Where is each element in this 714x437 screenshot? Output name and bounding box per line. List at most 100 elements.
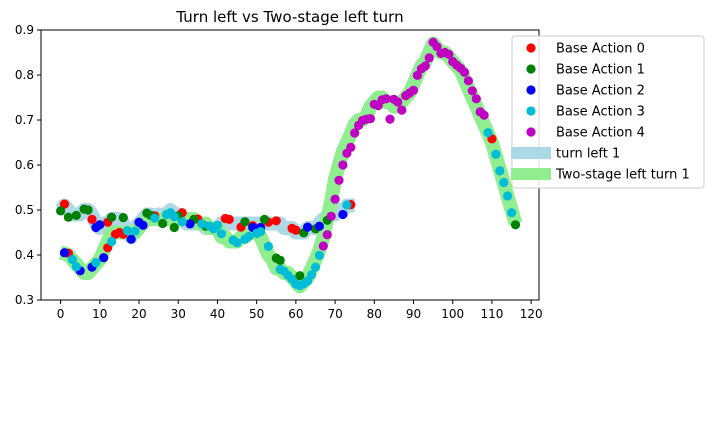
point-base-action-4	[424, 53, 434, 63]
point-base-action-1	[510, 220, 521, 230]
point-base-action-4	[408, 85, 419, 95]
point-base-action-1	[63, 212, 73, 222]
point-base-action-4	[397, 105, 407, 115]
legend-label: Base Action 2	[556, 84, 645, 99]
point-base-action-2	[185, 219, 195, 229]
point-base-action-2	[303, 222, 313, 232]
y-tick-label: 0.8	[15, 68, 34, 82]
point-base-action-4	[463, 76, 473, 86]
point-base-action-4	[467, 86, 477, 96]
legend-swatch-turn-left	[511, 147, 551, 159]
point-base-action-1	[83, 205, 93, 215]
point-base-action-1	[240, 217, 250, 227]
x-tick-label: 30	[171, 307, 186, 321]
point-base-action-4	[432, 42, 442, 52]
point-base-action-1	[259, 214, 270, 224]
point-base-action-3	[263, 241, 273, 251]
point-base-action-3	[483, 128, 493, 138]
point-base-action-4	[318, 241, 328, 251]
legend-label: Base Action 0	[556, 42, 645, 57]
legend-label: turn left 1	[556, 147, 620, 162]
point-base-action-4	[412, 70, 422, 80]
point-base-action-3	[256, 227, 266, 237]
point-base-action-3	[232, 238, 242, 248]
point-base-action-1	[56, 206, 66, 216]
point-base-action-1	[71, 210, 81, 220]
point-base-action-0	[271, 216, 281, 226]
point-base-action-4	[322, 230, 332, 240]
point-base-action-4	[420, 61, 430, 71]
point-base-action-0	[59, 199, 70, 209]
legend: Base Action 0 Base Action 1 Base Action 2 B…	[511, 35, 705, 189]
point-base-action-4	[350, 128, 360, 138]
legend-label: Base Action 1	[556, 63, 645, 78]
point-base-action-4	[385, 114, 395, 124]
legend-box	[511, 35, 705, 189]
point-base-action-2	[95, 220, 105, 230]
x-tick-label: 40	[210, 307, 225, 321]
x-tick-label: 110	[480, 307, 503, 321]
point-base-action-3	[107, 236, 117, 247]
point-base-action-4	[330, 194, 340, 204]
legend-label: Base Action 3	[556, 105, 645, 120]
point-base-action-4	[444, 49, 454, 59]
legend-label: Two-stage left turn 1	[555, 168, 690, 183]
point-base-action-4	[459, 67, 470, 77]
x-tick-label: 80	[367, 307, 382, 321]
point-base-action-4	[326, 211, 336, 221]
chart-title: Turn left vs Two-stage left turn	[175, 8, 403, 26]
point-base-action-2	[138, 220, 148, 230]
x-tick-label: 50	[249, 307, 264, 321]
point-base-action-3	[122, 226, 132, 236]
point-base-action-4	[334, 175, 344, 185]
point-base-action-3	[503, 191, 513, 201]
point-base-action-3	[212, 220, 223, 230]
legend-label: Base Action 4	[556, 126, 645, 141]
point-base-action-2	[314, 221, 324, 231]
point-base-action-1	[275, 255, 285, 265]
point-base-action-4	[393, 97, 403, 107]
point-base-action-1	[158, 218, 168, 229]
point-base-action-3	[244, 231, 254, 242]
legend-marker-base-action-0	[526, 43, 536, 53]
legend-swatch-two-stage-left-turn	[511, 168, 551, 180]
point-base-action-4	[365, 114, 375, 124]
point-base-action-1	[295, 271, 305, 281]
x-tick-label: 90	[406, 307, 421, 321]
y-axis: 0.3 0.4 0.5 0.6 0.7 0.8 0.9	[15, 23, 41, 307]
point-base-action-3	[130, 226, 140, 236]
x-tick-label: 70	[327, 307, 342, 321]
point-base-action-4	[479, 110, 489, 120]
y-tick-label: 0.6	[15, 158, 34, 172]
point-base-action-3	[342, 200, 352, 210]
point-base-action-4	[471, 94, 481, 104]
point-base-action-2	[59, 248, 70, 258]
point-base-action-2	[99, 253, 109, 263]
point-base-action-0	[87, 214, 97, 224]
point-base-action-0	[291, 225, 301, 235]
point-base-action-3	[71, 262, 81, 272]
legend-marker-base-action-1	[526, 64, 536, 74]
point-base-action-3	[169, 212, 179, 222]
y-tick-label: 0.4	[15, 248, 34, 262]
point-base-action-4	[338, 160, 348, 170]
x-axis: 0 10 20 30 40 50 60 70 80 90 100 110 120	[57, 300, 543, 321]
y-tick-label: 0.5	[15, 203, 34, 217]
x-tick-label: 20	[131, 307, 146, 321]
point-base-action-0	[224, 214, 234, 224]
point-base-action-4	[381, 94, 391, 104]
legend-marker-base-action-4	[526, 127, 536, 137]
point-base-action-3	[310, 262, 321, 272]
point-base-action-3	[67, 254, 77, 265]
point-base-action-2	[338, 209, 348, 220]
y-tick-label: 0.7	[15, 113, 34, 127]
point-base-action-3	[150, 213, 160, 223]
point-base-action-3	[499, 177, 509, 188]
point-base-action-3	[307, 270, 317, 280]
legend-marker-base-action-2	[526, 85, 536, 95]
point-base-action-3	[314, 250, 324, 260]
point-base-action-3	[495, 166, 505, 176]
x-tick-label: 60	[288, 307, 303, 321]
point-base-action-1	[107, 212, 117, 222]
